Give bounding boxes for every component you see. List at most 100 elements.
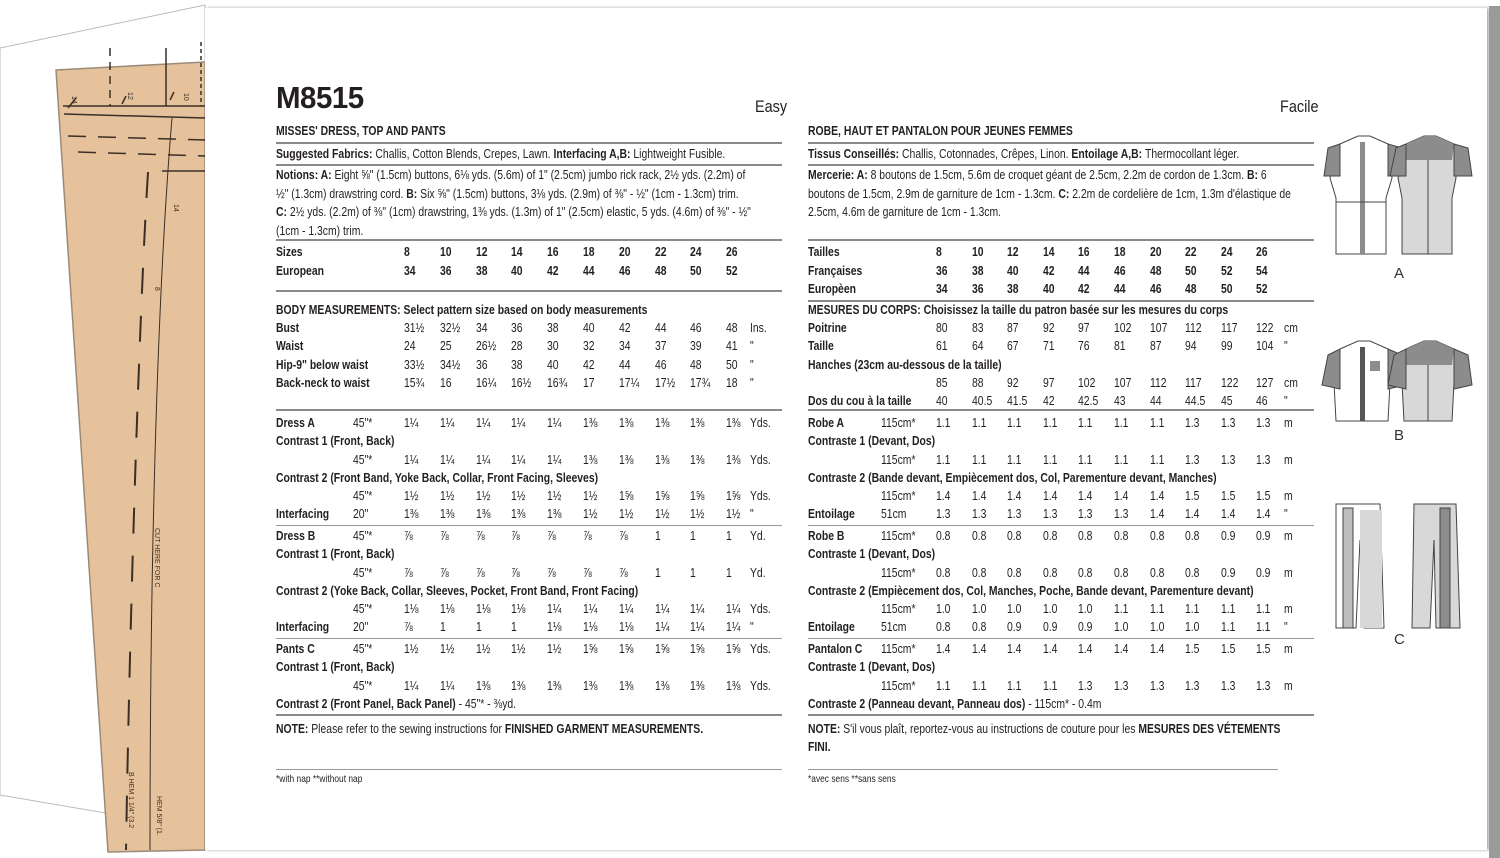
size-value: 52 xyxy=(726,262,738,278)
size-value: 87 xyxy=(1007,320,1019,335)
view-c-pants[interactable] xyxy=(1335,503,1461,629)
fabric-width: 45"* xyxy=(353,641,373,656)
unit: cm xyxy=(1284,320,1298,335)
size-value: 1.1 xyxy=(1220,619,1236,634)
size-value: 1½ xyxy=(547,488,562,503)
size-value: 0.8 xyxy=(1007,565,1022,580)
view-a-dress[interactable] xyxy=(1323,135,1473,255)
size-value: 41.5 xyxy=(1007,393,1028,409)
size-value: 1⅝ xyxy=(690,641,705,656)
size-value: 1½ xyxy=(511,641,526,656)
size-value: 24 xyxy=(1220,244,1233,259)
size-value: 0.9 xyxy=(1220,528,1236,543)
row-label: Contraste 2 (Empiècement dos, Col, Manch… xyxy=(808,583,1254,598)
row-label: Robe B xyxy=(808,528,845,543)
divider xyxy=(276,290,782,292)
size-value: 122 xyxy=(1220,374,1239,390)
row-label: European xyxy=(276,262,324,278)
size-value: 1½ xyxy=(726,506,741,521)
size-value: 24 xyxy=(404,338,416,354)
size-value: 1⅛ xyxy=(547,619,562,634)
size-value: 102 xyxy=(1078,374,1096,390)
size-value: 1.0 xyxy=(1007,601,1022,616)
size-value: 1 xyxy=(654,565,661,580)
size-value: 1.4 xyxy=(936,641,951,656)
row-label: Françaises xyxy=(808,262,863,278)
size-value: 1⅝ xyxy=(726,488,741,503)
size-value: 43 xyxy=(1114,393,1126,409)
size-value: 1.4 xyxy=(1149,641,1165,656)
row-label: Contraste 2 (Panneau devant, Panneau dos… xyxy=(808,696,1102,711)
size-value: 1¼ xyxy=(475,452,491,467)
view-b-top[interactable] xyxy=(1321,340,1473,422)
size-value: 1⅝ xyxy=(726,641,741,656)
size-value: 1.1 xyxy=(1042,678,1058,693)
divider xyxy=(276,714,782,716)
size-value: 46 xyxy=(1256,393,1268,409)
size-value: 0.8 xyxy=(1042,565,1058,580)
size-value: 1.1 xyxy=(1114,452,1129,467)
divider xyxy=(276,164,782,166)
unit: " xyxy=(750,506,754,521)
size-value: 45 xyxy=(1220,393,1233,409)
size-value: 1 xyxy=(726,528,732,543)
size-value: 0.8 xyxy=(936,565,951,580)
notions-line: (1cm - 1.3cm) trim. xyxy=(276,222,364,238)
fabric-width: 115cm* xyxy=(881,452,916,467)
unit: " xyxy=(750,356,754,372)
unit: " xyxy=(750,338,754,354)
size-value: 34 xyxy=(618,338,631,354)
size-value: 1¼ xyxy=(511,415,526,430)
size-value: 16 xyxy=(547,244,559,259)
row-label: Dress A xyxy=(276,415,315,430)
size-value: 117 xyxy=(1220,320,1238,335)
size-value: 1.1 xyxy=(1185,601,1200,616)
unit: Yd. xyxy=(750,528,766,543)
size-value: 1½ xyxy=(475,641,491,656)
row-label: Contrast 2 (Front Band, Yoke Back, Colla… xyxy=(276,470,599,485)
size-value: 10 xyxy=(971,244,984,259)
size-value: 0.8 xyxy=(1114,528,1129,543)
pattern-markings xyxy=(63,42,206,851)
size-value: 1.4 xyxy=(971,641,987,656)
size-value: 1¼ xyxy=(404,452,419,467)
size-value: 1 xyxy=(726,565,732,580)
size-value: 1.1 xyxy=(936,678,951,693)
size-value: 1⅜ xyxy=(404,506,419,521)
size-value: 1½ xyxy=(511,488,526,503)
size-value: 1⅜ xyxy=(511,678,526,693)
size-value: 36 xyxy=(936,262,948,278)
unit: " xyxy=(1284,338,1288,354)
notions-line: Mercerie: A: 8 boutons de 1.5cm, 5.6m de… xyxy=(808,167,1267,182)
size-value: 1⅜ xyxy=(618,415,634,430)
size-value: 1.5 xyxy=(1256,641,1271,656)
footnote: *avec sens **sans sens xyxy=(808,773,896,785)
size-value: 1.1 xyxy=(1149,601,1165,616)
size-value: 81 xyxy=(1114,338,1126,354)
size-value: 38 xyxy=(475,262,488,278)
size-value: 1½ xyxy=(618,506,634,521)
size-value: 18 xyxy=(1114,244,1126,259)
size-value: 1½ xyxy=(439,488,455,503)
size-value: 48 xyxy=(654,262,667,278)
size-value: ⅞ xyxy=(404,528,413,543)
size-value: 1 xyxy=(690,565,697,580)
size-value: 1.3 xyxy=(1256,678,1271,693)
size-value: 46 xyxy=(690,320,702,335)
size-value: 0.8 xyxy=(971,619,987,634)
size-value: 1¼ xyxy=(547,601,562,616)
notions-line: 2.5cm, 4.6m de garniture de 1cm - 1.3cm. xyxy=(808,204,1002,219)
size-value: 41 xyxy=(726,338,738,354)
size-value: ⅞ xyxy=(583,528,592,543)
row-label: Contrast 1 (Front, Back) xyxy=(276,546,395,561)
note: NOTE: S'il vous plaît, reportez-vous au … xyxy=(808,721,1281,736)
size-value: 1.1 xyxy=(1114,601,1129,616)
size-value: 46 xyxy=(1114,262,1126,278)
size-value: 48 xyxy=(690,356,702,372)
row-label: Taille xyxy=(808,338,834,354)
size-value: 14 xyxy=(511,244,523,259)
size-value: 1.4 xyxy=(1185,506,1200,521)
size-value: 1.3 xyxy=(1185,415,1200,430)
row-label: Poitrine xyxy=(808,320,847,335)
row-label: Europèen xyxy=(808,281,856,296)
